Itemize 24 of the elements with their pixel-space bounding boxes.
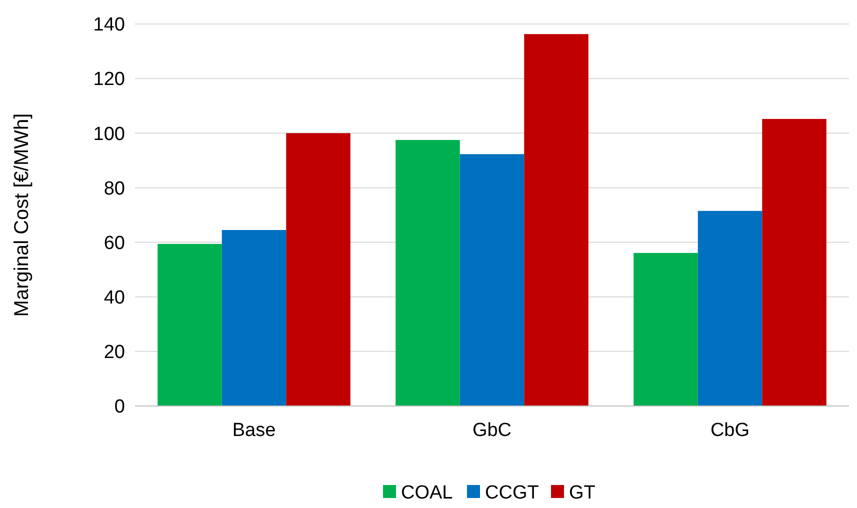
x-tick-label: CbG <box>710 420 750 441</box>
bar <box>396 140 460 406</box>
x-tick-label: Base <box>232 420 276 441</box>
x-tick-label: GbC <box>472 420 512 441</box>
bar <box>634 252 698 406</box>
y-tick-label: 120 <box>93 69 125 90</box>
bar <box>762 118 826 406</box>
bar <box>698 210 762 406</box>
legend-label: CCGT <box>485 482 540 504</box>
bar <box>460 154 524 406</box>
y-tick-label: 40 <box>104 288 125 309</box>
y-tick-label: 100 <box>93 124 125 145</box>
bar <box>222 230 286 406</box>
y-tick-label: 140 <box>93 14 125 36</box>
y-tick-label: 20 <box>104 342 125 364</box>
y-tick-label: 80 <box>104 178 125 200</box>
y-tick-label: 60 <box>104 232 125 254</box>
bar <box>158 244 222 406</box>
y-tick-label: 0 <box>114 396 125 418</box>
legend-label: COAL <box>401 482 453 504</box>
y-axis-title: Marginal Cost [€/MWh] <box>11 113 33 317</box>
bar <box>286 133 350 406</box>
bar <box>524 34 588 406</box>
legend-label: GT <box>569 482 596 504</box>
